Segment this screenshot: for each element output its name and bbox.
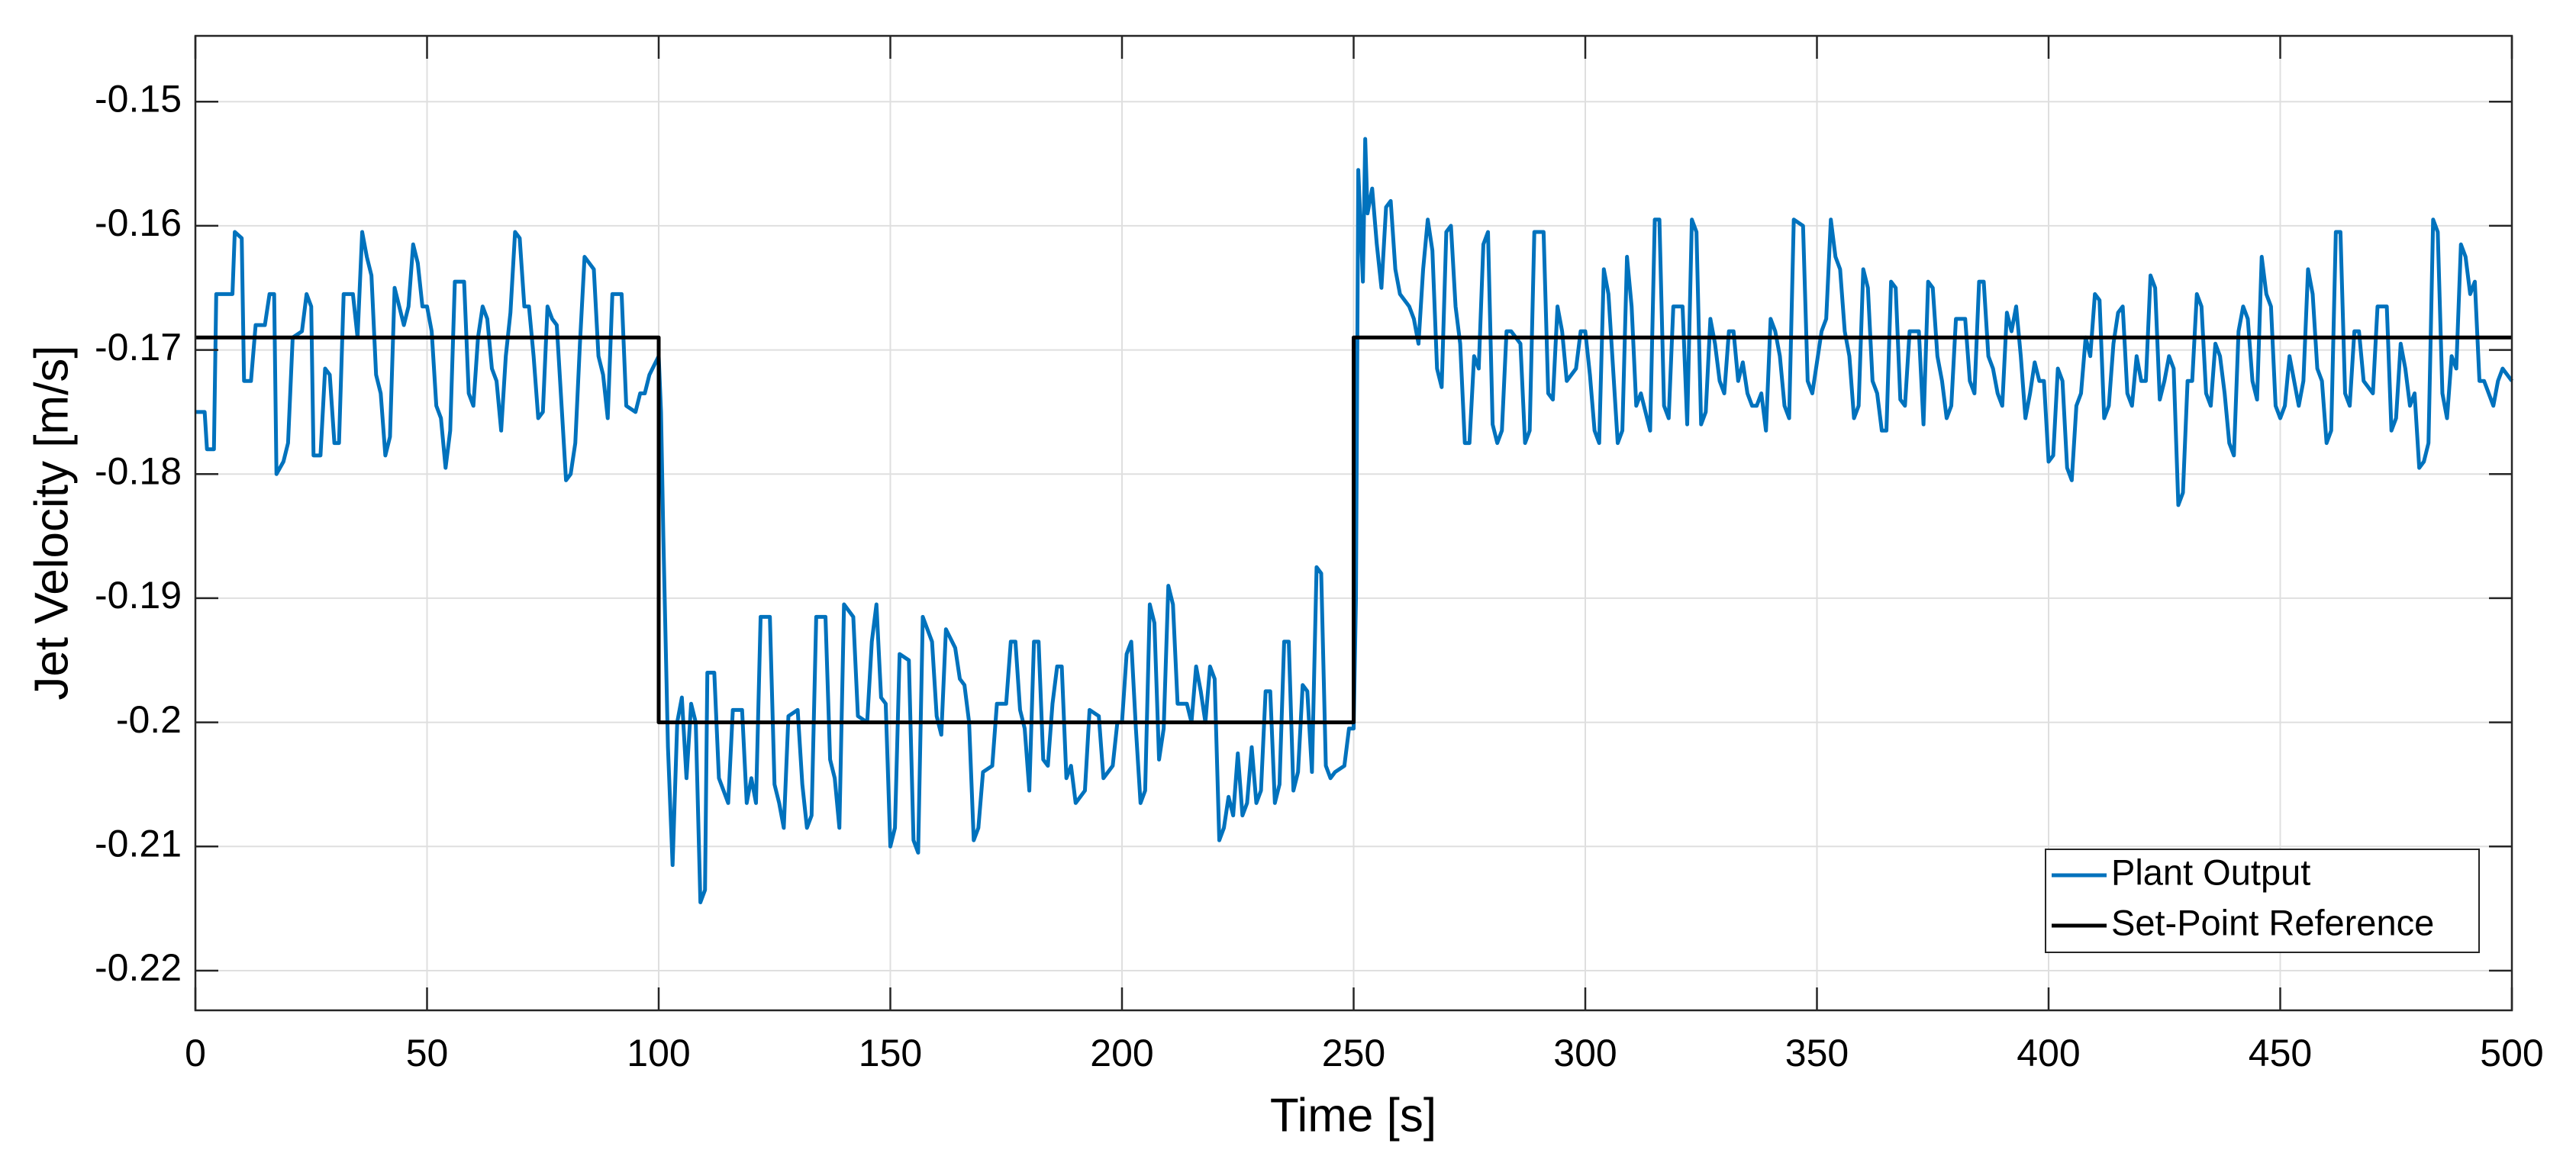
x-tick-label: 500	[2480, 1032, 2543, 1074]
y-tick-label: -0.2	[116, 698, 182, 741]
y-tick-label: -0.22	[95, 946, 182, 989]
legend-label: Set-Point Reference	[2111, 902, 2434, 942]
x-tick-label: 200	[1090, 1032, 1153, 1074]
x-tick-label: 100	[627, 1032, 690, 1074]
y-tick-label: -0.17	[95, 326, 182, 369]
x-tick-label: 400	[2017, 1032, 2080, 1074]
y-tick-label: -0.15	[95, 77, 182, 120]
y-tick-label: -0.16	[95, 201, 182, 244]
legend-label: Plant Output	[2111, 852, 2310, 892]
x-tick-label: 250	[1322, 1032, 1385, 1074]
legend-box	[2045, 849, 2480, 953]
y-tick-label: -0.19	[95, 574, 182, 617]
y-tick-label: -0.18	[95, 449, 182, 492]
x-axis-label: Time [s]	[1270, 1089, 1436, 1142]
data-line	[195, 137, 2514, 904]
x-tick-label: 300	[1553, 1032, 1617, 1074]
y-tick-label: -0.21	[95, 822, 182, 865]
x-tick-label: 0	[185, 1032, 206, 1074]
x-tick-label: 350	[1785, 1032, 1849, 1074]
x-tick-label: 450	[2249, 1032, 2312, 1074]
x-tick-label: 50	[406, 1032, 449, 1074]
legend: Plant Output Set-Point Reference	[2045, 849, 2480, 953]
data-line	[195, 335, 2512, 725]
y-axis-label: Jet Velocity [m/s]	[25, 345, 78, 700]
x-tick-label: 150	[859, 1032, 922, 1074]
plot-area	[195, 137, 2514, 904]
